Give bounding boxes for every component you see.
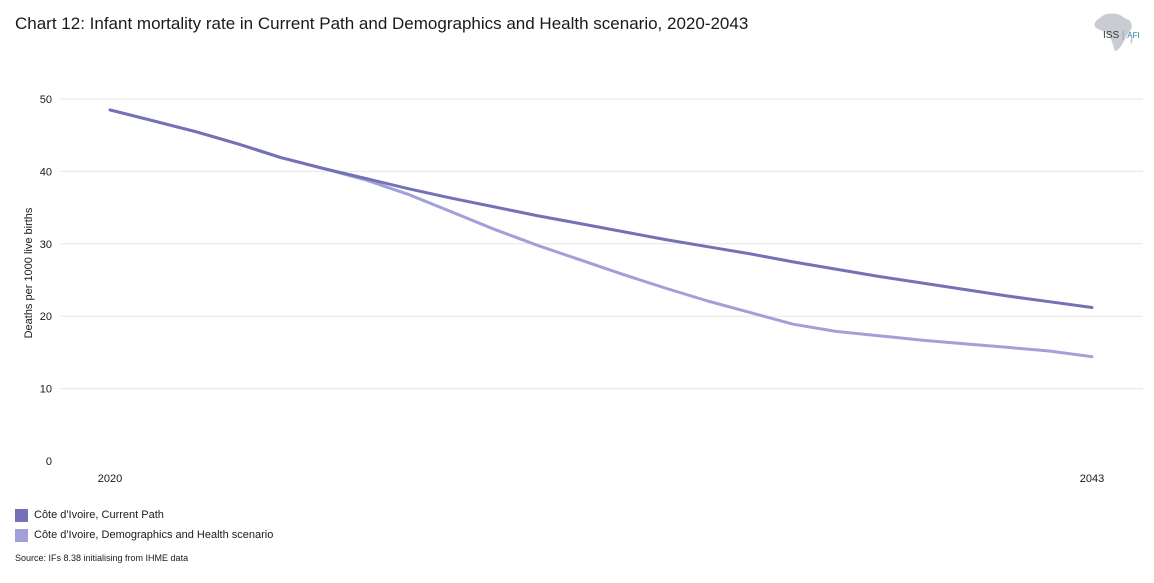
grid-lines: [60, 98, 1143, 390]
series-lines: [108, 108, 1094, 359]
x-tick-label-2020: 2020: [98, 473, 122, 485]
y-tick-label-10: 10: [40, 384, 52, 396]
africa-map-logo-icon: [1094, 13, 1133, 51]
logo-afi: AFI: [1127, 31, 1140, 40]
line-chart: 0 10 20 30 40 50 2020 2043 Deaths per 1000 liv…: [23, 94, 1143, 485]
y-tick-label-0: 0: [46, 456, 52, 468]
y-tick-label-40: 40: [40, 166, 52, 178]
y-tick-label-30: 30: [40, 239, 52, 251]
x-tick-label-2043: 2043: [1080, 473, 1104, 485]
source-note: Source: IFs 8.38 initialising from IHME …: [15, 553, 189, 563]
legend: Côte d'Ivoire, Current Path Côte d'Ivoir…: [15, 505, 273, 545]
series-line-demographics-health: [108, 108, 1094, 359]
y-tick-label-20: 20: [40, 311, 52, 323]
chart-title: Chart 12: Infant mortality rate in Curre…: [15, 14, 749, 33]
y-tick-label-50: 50: [40, 94, 52, 106]
x-axis-ticks: 2020 2043: [98, 473, 1104, 485]
series-line-current-path: [108, 108, 1094, 309]
legend-item-current-path: Côte d'Ivoire, Current Path: [15, 505, 273, 525]
legend-item-demographics-health: Côte d'Ivoire, Demographics and Health s…: [15, 525, 273, 545]
legend-label-current-path: Côte d'Ivoire, Current Path: [34, 509, 164, 521]
legend-swatch-current-path: [15, 508, 28, 522]
y-axis-label: Deaths per 1000 live births: [23, 207, 35, 338]
logo-text: ISS | AFI: [1103, 30, 1140, 41]
legend-label-demographics-health: Côte d'Ivoire, Demographics and Health s…: [34, 529, 274, 541]
y-axis-ticks: 0 10 20 30 40 50: [40, 94, 52, 468]
logo-iss: ISS: [1103, 30, 1120, 41]
legend-swatch-demographics-health: [15, 528, 28, 542]
